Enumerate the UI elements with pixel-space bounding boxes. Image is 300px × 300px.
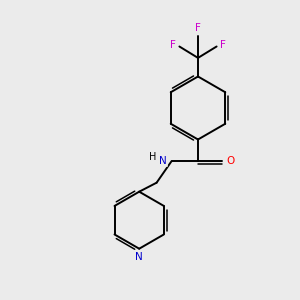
Text: N: N: [135, 252, 143, 262]
Text: O: O: [226, 156, 235, 166]
Text: N: N: [159, 156, 167, 166]
Text: F: F: [195, 23, 201, 33]
Text: H: H: [149, 152, 157, 163]
Text: F: F: [170, 40, 176, 50]
Text: F: F: [220, 40, 226, 50]
